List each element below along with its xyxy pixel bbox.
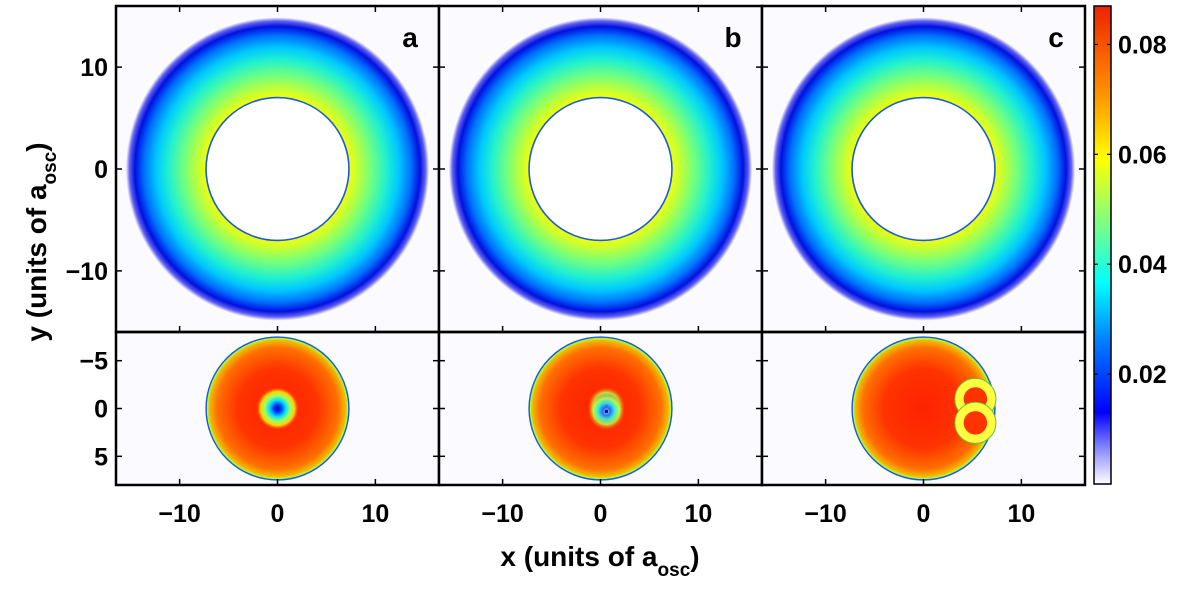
colorbar-tick-label: 0.08 bbox=[1118, 31, 1167, 59]
y-axis-title-close: ) bbox=[21, 142, 52, 151]
ring-hole bbox=[851, 96, 996, 242]
y-tick-label: 10 bbox=[80, 54, 108, 82]
y-tick-label: 0 bbox=[94, 396, 108, 424]
x-tick-label: 10 bbox=[684, 500, 712, 528]
panel-c bbox=[760, 4, 1087, 487]
y-tick-label: −10 bbox=[66, 258, 108, 286]
panel-b bbox=[437, 4, 764, 487]
x-tick-label: −10 bbox=[804, 500, 846, 528]
y-tick-label: 5 bbox=[94, 443, 108, 471]
x-tick-label: 0 bbox=[917, 500, 931, 528]
panel-label-a: a bbox=[402, 22, 418, 53]
panel-a bbox=[114, 4, 441, 487]
y-axis-title-text: y (units of a bbox=[21, 184, 52, 342]
ring-hole bbox=[205, 96, 350, 242]
x-axis-title-text: x (units of a bbox=[500, 541, 658, 572]
colorbar-tick-label: 0.04 bbox=[1118, 251, 1167, 279]
ring-hole bbox=[528, 96, 673, 242]
vortex-center bbox=[963, 411, 988, 435]
panel-label-c: c bbox=[1048, 22, 1064, 53]
y-axis-title: y (units of aosc) bbox=[21, 142, 61, 341]
colorbar-tick-label: 0.02 bbox=[1118, 361, 1167, 389]
x-axis-title-close: ) bbox=[690, 541, 699, 572]
colorbar-tick-label: 0.06 bbox=[1118, 141, 1167, 169]
vortex-center bbox=[604, 409, 609, 414]
x-tick-label: 0 bbox=[271, 500, 285, 528]
x-tick-label: −10 bbox=[158, 500, 200, 528]
x-tick-label: 0 bbox=[594, 500, 608, 528]
x-tick-label: −10 bbox=[481, 500, 523, 528]
y-axis-title-subscript: osc bbox=[40, 151, 61, 184]
vortex-core bbox=[255, 386, 300, 431]
y-tick-label: −5 bbox=[79, 348, 108, 376]
colorbar bbox=[1093, 5, 1112, 485]
x-tick-label: 10 bbox=[1007, 500, 1035, 528]
x-axis-title: x (units of aosc) bbox=[500, 541, 699, 581]
y-tick-label: 0 bbox=[94, 156, 108, 184]
panel-label-b: b bbox=[724, 22, 741, 53]
x-tick-label: 10 bbox=[361, 500, 389, 528]
x-axis-title-subscript: osc bbox=[658, 560, 691, 581]
